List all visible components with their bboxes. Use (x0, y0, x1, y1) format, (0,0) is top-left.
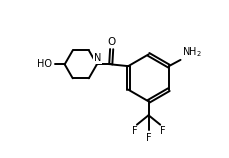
Text: N: N (93, 53, 101, 63)
Text: HO: HO (37, 59, 52, 69)
Text: F: F (131, 126, 137, 136)
Text: O: O (107, 37, 115, 47)
Text: NH$_2$: NH$_2$ (181, 45, 201, 59)
Text: F: F (159, 126, 164, 136)
Text: F: F (145, 133, 151, 143)
